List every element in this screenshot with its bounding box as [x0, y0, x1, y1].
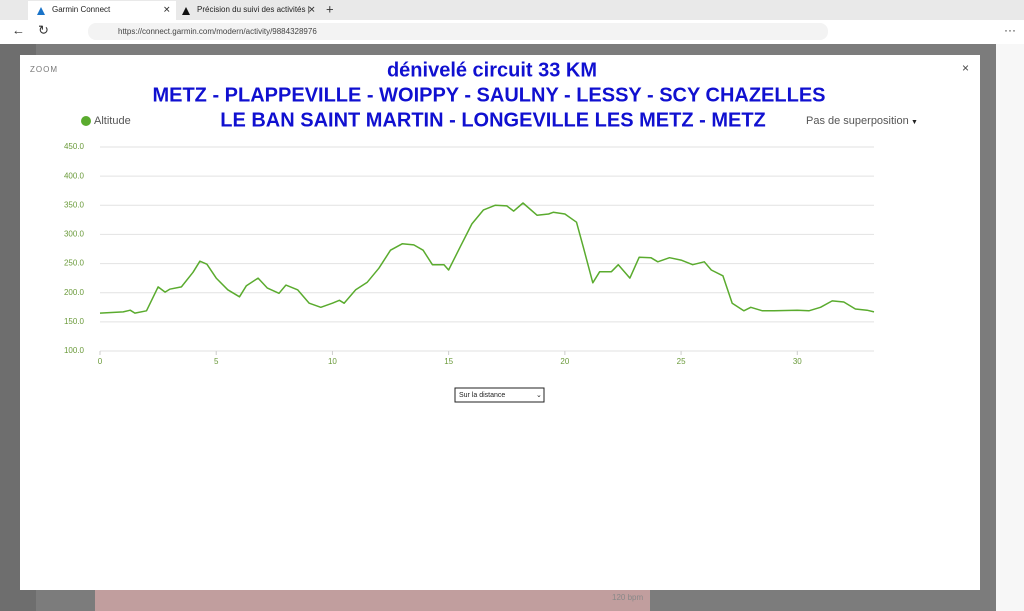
- tab-icon: [182, 7, 190, 15]
- zoom-label: ZOOM: [30, 65, 58, 74]
- x-tick-label: 0: [98, 357, 103, 366]
- tab-close[interactable]: ✕: [163, 4, 171, 14]
- tab-strip: [0, 0, 1024, 20]
- y-tick-label: 100.0: [64, 346, 85, 355]
- y-tick-label: 300.0: [64, 230, 85, 239]
- y-tick-label: 200.0: [64, 288, 85, 297]
- close-button[interactable]: ×: [962, 61, 969, 75]
- select-arrow[interactable]: ⌄: [536, 392, 542, 399]
- tab-icon: [37, 7, 45, 15]
- new-tab[interactable]: +: [326, 1, 334, 16]
- menu-button[interactable]: ···: [1004, 23, 1016, 37]
- chart-title: dénivelé circuit 33 KM: [387, 59, 597, 81]
- y-tick-label: 450.0: [64, 142, 85, 151]
- y-tick-label: 150.0: [64, 317, 85, 326]
- y-tick-label: 250.0: [64, 259, 85, 268]
- axis-select[interactable]: [454, 387, 545, 403]
- background-chart: [95, 590, 650, 611]
- back-button[interactable]: ←: [12, 22, 25, 37]
- annotation: LE BAN SAINT MARTIN - LONGEVILLE LES MET…: [220, 109, 766, 131]
- x-tick-label: 30: [793, 357, 802, 366]
- x-tick-label: 20: [560, 357, 569, 366]
- y-tick-label: 400.0: [64, 171, 85, 180]
- tab-active[interactable]: [28, 1, 176, 20]
- sidebar: [996, 44, 1024, 611]
- altitude-line: [99, 202, 875, 314]
- axis-select-text[interactable]: Sur la distance: [459, 392, 505, 399]
- x-tick-label: 10: [328, 357, 337, 366]
- tab-title[interactable]: Garmin Connect: [52, 5, 111, 14]
- x-tick-label: 15: [444, 357, 453, 366]
- address-bar[interactable]: [88, 23, 828, 40]
- overlay-option[interactable]: Pas de superposition: [806, 115, 909, 127]
- tab-title[interactable]: Précision du suivi des activités |: [197, 5, 310, 14]
- legend-label: Altitude: [94, 115, 131, 127]
- x-tick-label: 5: [214, 357, 219, 366]
- reload-button[interactable]: ↻: [38, 22, 49, 37]
- url[interactable]: https://connect.garmin.com/modern/activi…: [118, 27, 317, 36]
- legend-marker: [81, 116, 91, 126]
- x-tick-label: 25: [677, 357, 686, 366]
- background-label: 120 bpm: [612, 593, 643, 602]
- modal: [20, 55, 980, 590]
- y-tick-label: 350.0: [64, 200, 85, 209]
- dropdown-arrow[interactable]: ▼: [911, 119, 918, 126]
- tab-close[interactable]: ✕: [308, 4, 316, 14]
- annotation: METZ - PLAPPEVILLE - WOIPPY - SAULNY - L…: [152, 84, 825, 106]
